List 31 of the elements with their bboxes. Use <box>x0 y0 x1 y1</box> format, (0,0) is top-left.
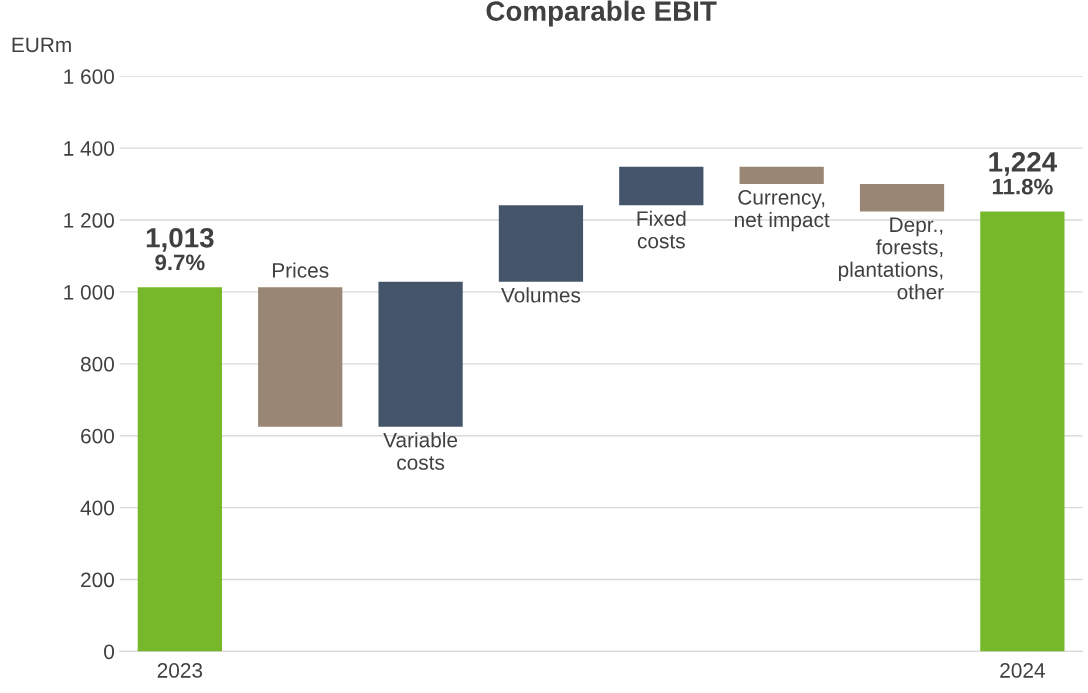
y-tick-label: 1 600 <box>64 69 115 84</box>
y-tick-label: 600 <box>81 428 115 444</box>
x-tick-label: 2024 <box>1000 663 1045 678</box>
x-tick-label: Fixed costs <box>637 210 686 249</box>
x-tick-label: 2023 <box>157 663 203 678</box>
y-tick-label: 800 <box>80 356 115 372</box>
bar <box>980 211 1065 652</box>
x-tick-label: Prices <box>272 262 329 278</box>
x-tick-label: Currency, net impact <box>734 190 830 232</box>
y-tick-label: 1 000 <box>64 284 115 300</box>
bar <box>739 166 824 185</box>
annotation: 11.8% <box>992 178 1053 195</box>
chart-title: Comparable EBIT <box>486 0 717 27</box>
y-tick-label: 0 <box>104 644 115 660</box>
bar <box>137 287 222 652</box>
x-tick-label: Depr., forests, plantations, other <box>838 217 944 300</box>
bar <box>378 281 463 427</box>
y-axis-title: EURm <box>12 37 71 53</box>
x-tick-label: Volumes <box>501 287 581 303</box>
data-label: 1,224 <box>989 152 1057 176</box>
bar <box>258 287 343 427</box>
y-tick-label: 400 <box>80 500 115 516</box>
y-tick-label: 200 <box>81 572 115 588</box>
y-tick-label: 1 200 <box>64 213 115 228</box>
bar <box>498 205 584 282</box>
data-label: 1,013 <box>146 227 214 252</box>
bar <box>619 166 704 206</box>
y-tick-label: 1 400 <box>64 141 115 156</box>
bar <box>859 184 945 212</box>
x-tick-label: Variable costs <box>383 432 458 470</box>
annotation: 9.7% <box>155 254 205 271</box>
